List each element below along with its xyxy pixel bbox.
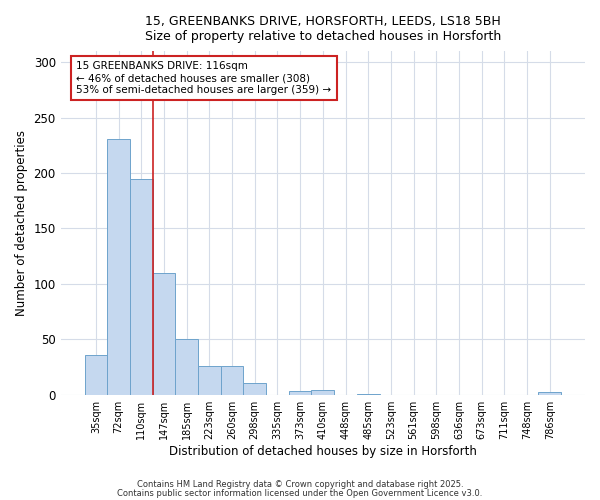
Text: Contains public sector information licensed under the Open Government Licence v3: Contains public sector information licen…: [118, 489, 482, 498]
Y-axis label: Number of detached properties: Number of detached properties: [15, 130, 28, 316]
Bar: [289, 392, 311, 394]
X-axis label: Distribution of detached houses by size in Horsforth: Distribution of detached houses by size …: [169, 444, 477, 458]
Text: Contains HM Land Registry data © Crown copyright and database right 2025.: Contains HM Land Registry data © Crown c…: [137, 480, 463, 489]
Bar: [221, 366, 244, 394]
Bar: [198, 366, 221, 394]
Bar: [311, 390, 334, 394]
Bar: [244, 382, 266, 394]
Title: 15, GREENBANKS DRIVE, HORSFORTH, LEEDS, LS18 5BH
Size of property relative to de: 15, GREENBANKS DRIVE, HORSFORTH, LEEDS, …: [145, 15, 501, 43]
Bar: [107, 138, 130, 394]
Bar: [152, 273, 175, 394]
Bar: [130, 178, 152, 394]
Bar: [85, 355, 107, 395]
Bar: [175, 340, 198, 394]
Bar: [538, 392, 561, 394]
Text: 15 GREENBANKS DRIVE: 116sqm
← 46% of detached houses are smaller (308)
53% of se: 15 GREENBANKS DRIVE: 116sqm ← 46% of det…: [76, 62, 332, 94]
